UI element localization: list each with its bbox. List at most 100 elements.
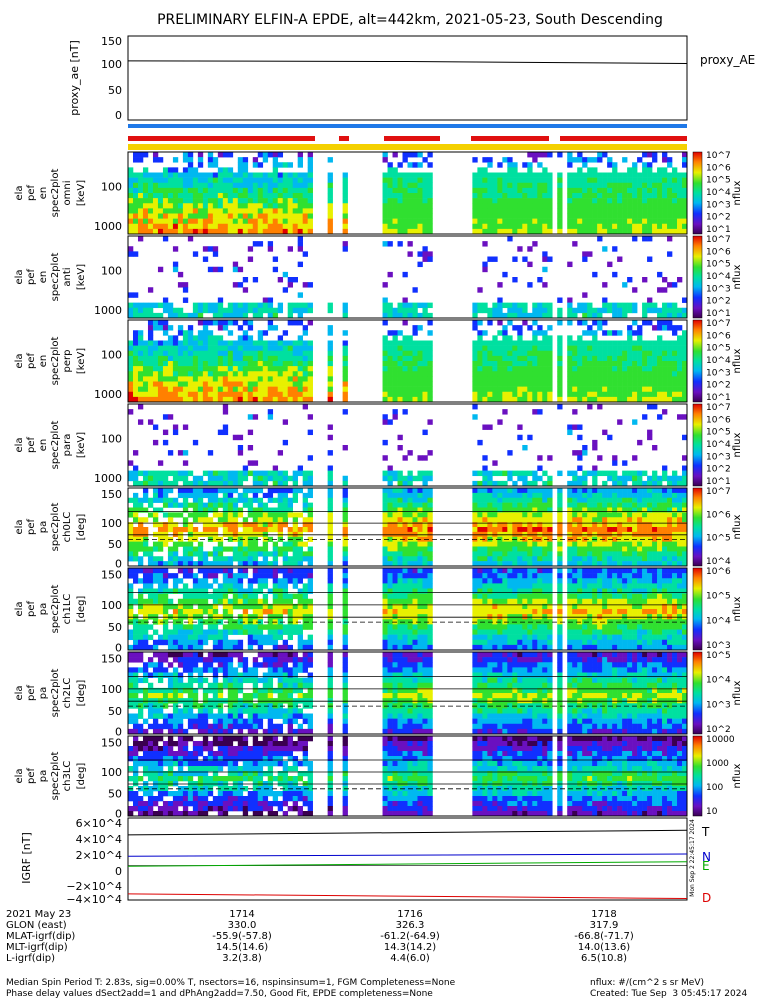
heat-cell — [627, 335, 633, 341]
heat-cell — [487, 193, 493, 199]
heat-cell — [402, 396, 408, 403]
heat-cell — [547, 187, 553, 194]
heat-cell — [162, 492, 169, 499]
heat-cell — [282, 497, 289, 503]
heat-cell — [137, 198, 144, 204]
heat-cell — [537, 213, 543, 219]
heat-cell — [167, 512, 174, 518]
heat-cell — [657, 517, 663, 523]
heat-cell — [167, 213, 174, 219]
heat-cell — [637, 325, 643, 331]
heat-cell — [292, 556, 298, 562]
heat-cell — [657, 203, 663, 209]
heat-cell — [487, 371, 493, 377]
status-bar-blue — [128, 124, 687, 128]
heat-cell — [272, 475, 279, 482]
heat-cell — [307, 556, 313, 562]
heat-cell — [392, 492, 398, 499]
heat-cell — [227, 350, 234, 357]
heat-cell — [187, 167, 194, 173]
heat-cell — [387, 396, 393, 403]
heat-cell — [307, 228, 313, 235]
heat-cell — [507, 350, 513, 357]
heat-cell — [532, 536, 538, 542]
heat-cell — [137, 218, 144, 225]
heat-cell — [172, 639, 179, 646]
heat-cell — [297, 223, 303, 230]
heat-cell — [252, 371, 259, 377]
heat-cell — [542, 355, 548, 362]
heat-cell — [157, 366, 164, 372]
ytick-label: 100 — [101, 348, 122, 361]
heat-cell — [167, 561, 174, 567]
heat-cell — [282, 172, 289, 178]
heat-cell — [497, 507, 503, 513]
heat-cell — [407, 488, 413, 494]
heat-cell — [142, 228, 149, 235]
heat-cell — [162, 488, 169, 494]
ylabel-line: pef — [26, 519, 37, 536]
heat-cell — [527, 386, 533, 393]
heat-cell — [497, 340, 503, 346]
heat-cell — [257, 629, 264, 635]
ylabel-line: spec2plot — [50, 503, 61, 552]
heat-cell — [427, 193, 433, 199]
heat-cell — [187, 335, 194, 341]
heat-cell — [162, 193, 169, 199]
heat-cell — [272, 588, 279, 594]
heat-cell — [587, 522, 593, 528]
heat-cell — [517, 361, 523, 367]
heat-cell — [642, 340, 648, 346]
heat-cell — [307, 182, 313, 189]
heat-cell — [512, 162, 518, 168]
heat-cell — [227, 556, 234, 562]
heat-cell — [647, 218, 653, 225]
heat-cell — [477, 218, 483, 225]
heat-cell — [547, 335, 553, 341]
heat-cell — [197, 208, 204, 214]
heat-cell — [197, 507, 204, 513]
heat-cell — [642, 208, 648, 214]
heat-cell — [382, 497, 388, 503]
heat-cell — [532, 480, 538, 487]
heat-cell — [517, 307, 523, 314]
heat-cell — [307, 551, 313, 557]
heat-cell — [282, 488, 289, 494]
heat-cell — [547, 345, 553, 352]
heat-cell — [137, 419, 144, 425]
heat-cell — [232, 228, 239, 235]
heat-cell — [217, 193, 224, 199]
heat-cell — [232, 644, 239, 651]
heat-cell — [662, 470, 668, 477]
heat-cell — [172, 266, 179, 273]
heat-cell — [582, 193, 588, 199]
heat-cell — [167, 307, 174, 314]
heat-cell — [182, 335, 189, 341]
heat-cell — [287, 512, 293, 518]
heat-cell — [492, 193, 498, 199]
heat-cell — [417, 223, 423, 230]
heat-cell — [572, 307, 578, 314]
heat-cell — [652, 187, 658, 194]
heat-cell — [147, 203, 154, 209]
heat-cell — [202, 561, 209, 567]
heat-cell — [227, 512, 234, 518]
heat-cell — [342, 396, 348, 403]
heat-cell — [667, 361, 673, 367]
heat-cell — [672, 350, 678, 357]
heat-cell — [672, 488, 678, 494]
heat-cell — [667, 162, 673, 168]
heat-cell — [172, 312, 179, 319]
heat-cell — [667, 391, 673, 398]
heat-cell — [167, 556, 174, 562]
heat-cell — [682, 465, 688, 471]
heat-cell — [532, 157, 538, 163]
heat-cell — [137, 634, 144, 641]
heat-cell — [232, 345, 239, 352]
heat-cell — [407, 561, 413, 567]
heat-cell — [137, 578, 144, 584]
heat-cell — [212, 218, 219, 225]
heat-cell — [382, 361, 388, 367]
heat-cell — [262, 208, 269, 214]
heat-cell — [387, 381, 393, 387]
